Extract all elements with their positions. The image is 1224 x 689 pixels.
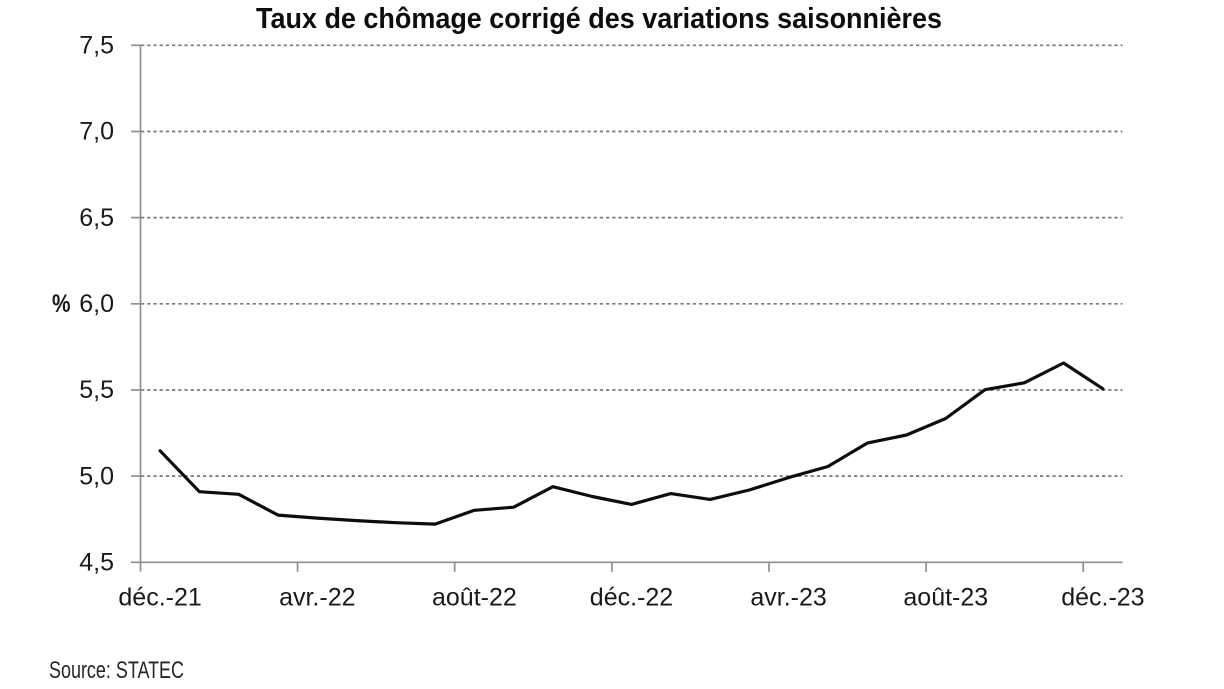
svg-text:déc.-23: déc.-23 (1061, 584, 1144, 612)
svg-text:5,5: 5,5 (79, 376, 114, 404)
svg-text:7,5: 7,5 (79, 32, 114, 60)
svg-text:août-23: août-23 (903, 584, 988, 612)
svg-text:5,0: 5,0 (79, 462, 114, 490)
svg-text:août-22: août-22 (432, 584, 517, 612)
svg-text:avr.-22: avr.-22 (279, 584, 355, 612)
svg-text:avr.-23: avr.-23 (750, 584, 826, 612)
svg-text:6,0: 6,0 (79, 290, 114, 318)
svg-text:%: % (52, 290, 71, 318)
svg-text:6,5: 6,5 (79, 204, 114, 232)
svg-text:Source: STATEC: Source: STATEC (49, 657, 184, 684)
svg-text:4,5: 4,5 (79, 549, 114, 577)
svg-text:Taux de chômage corrigé des va: Taux de chômage corrigé des variations s… (256, 3, 942, 35)
svg-text:7,0: 7,0 (79, 118, 114, 146)
svg-text:déc.-22: déc.-22 (590, 584, 673, 612)
svg-text:déc.-21: déc.-21 (118, 584, 201, 612)
